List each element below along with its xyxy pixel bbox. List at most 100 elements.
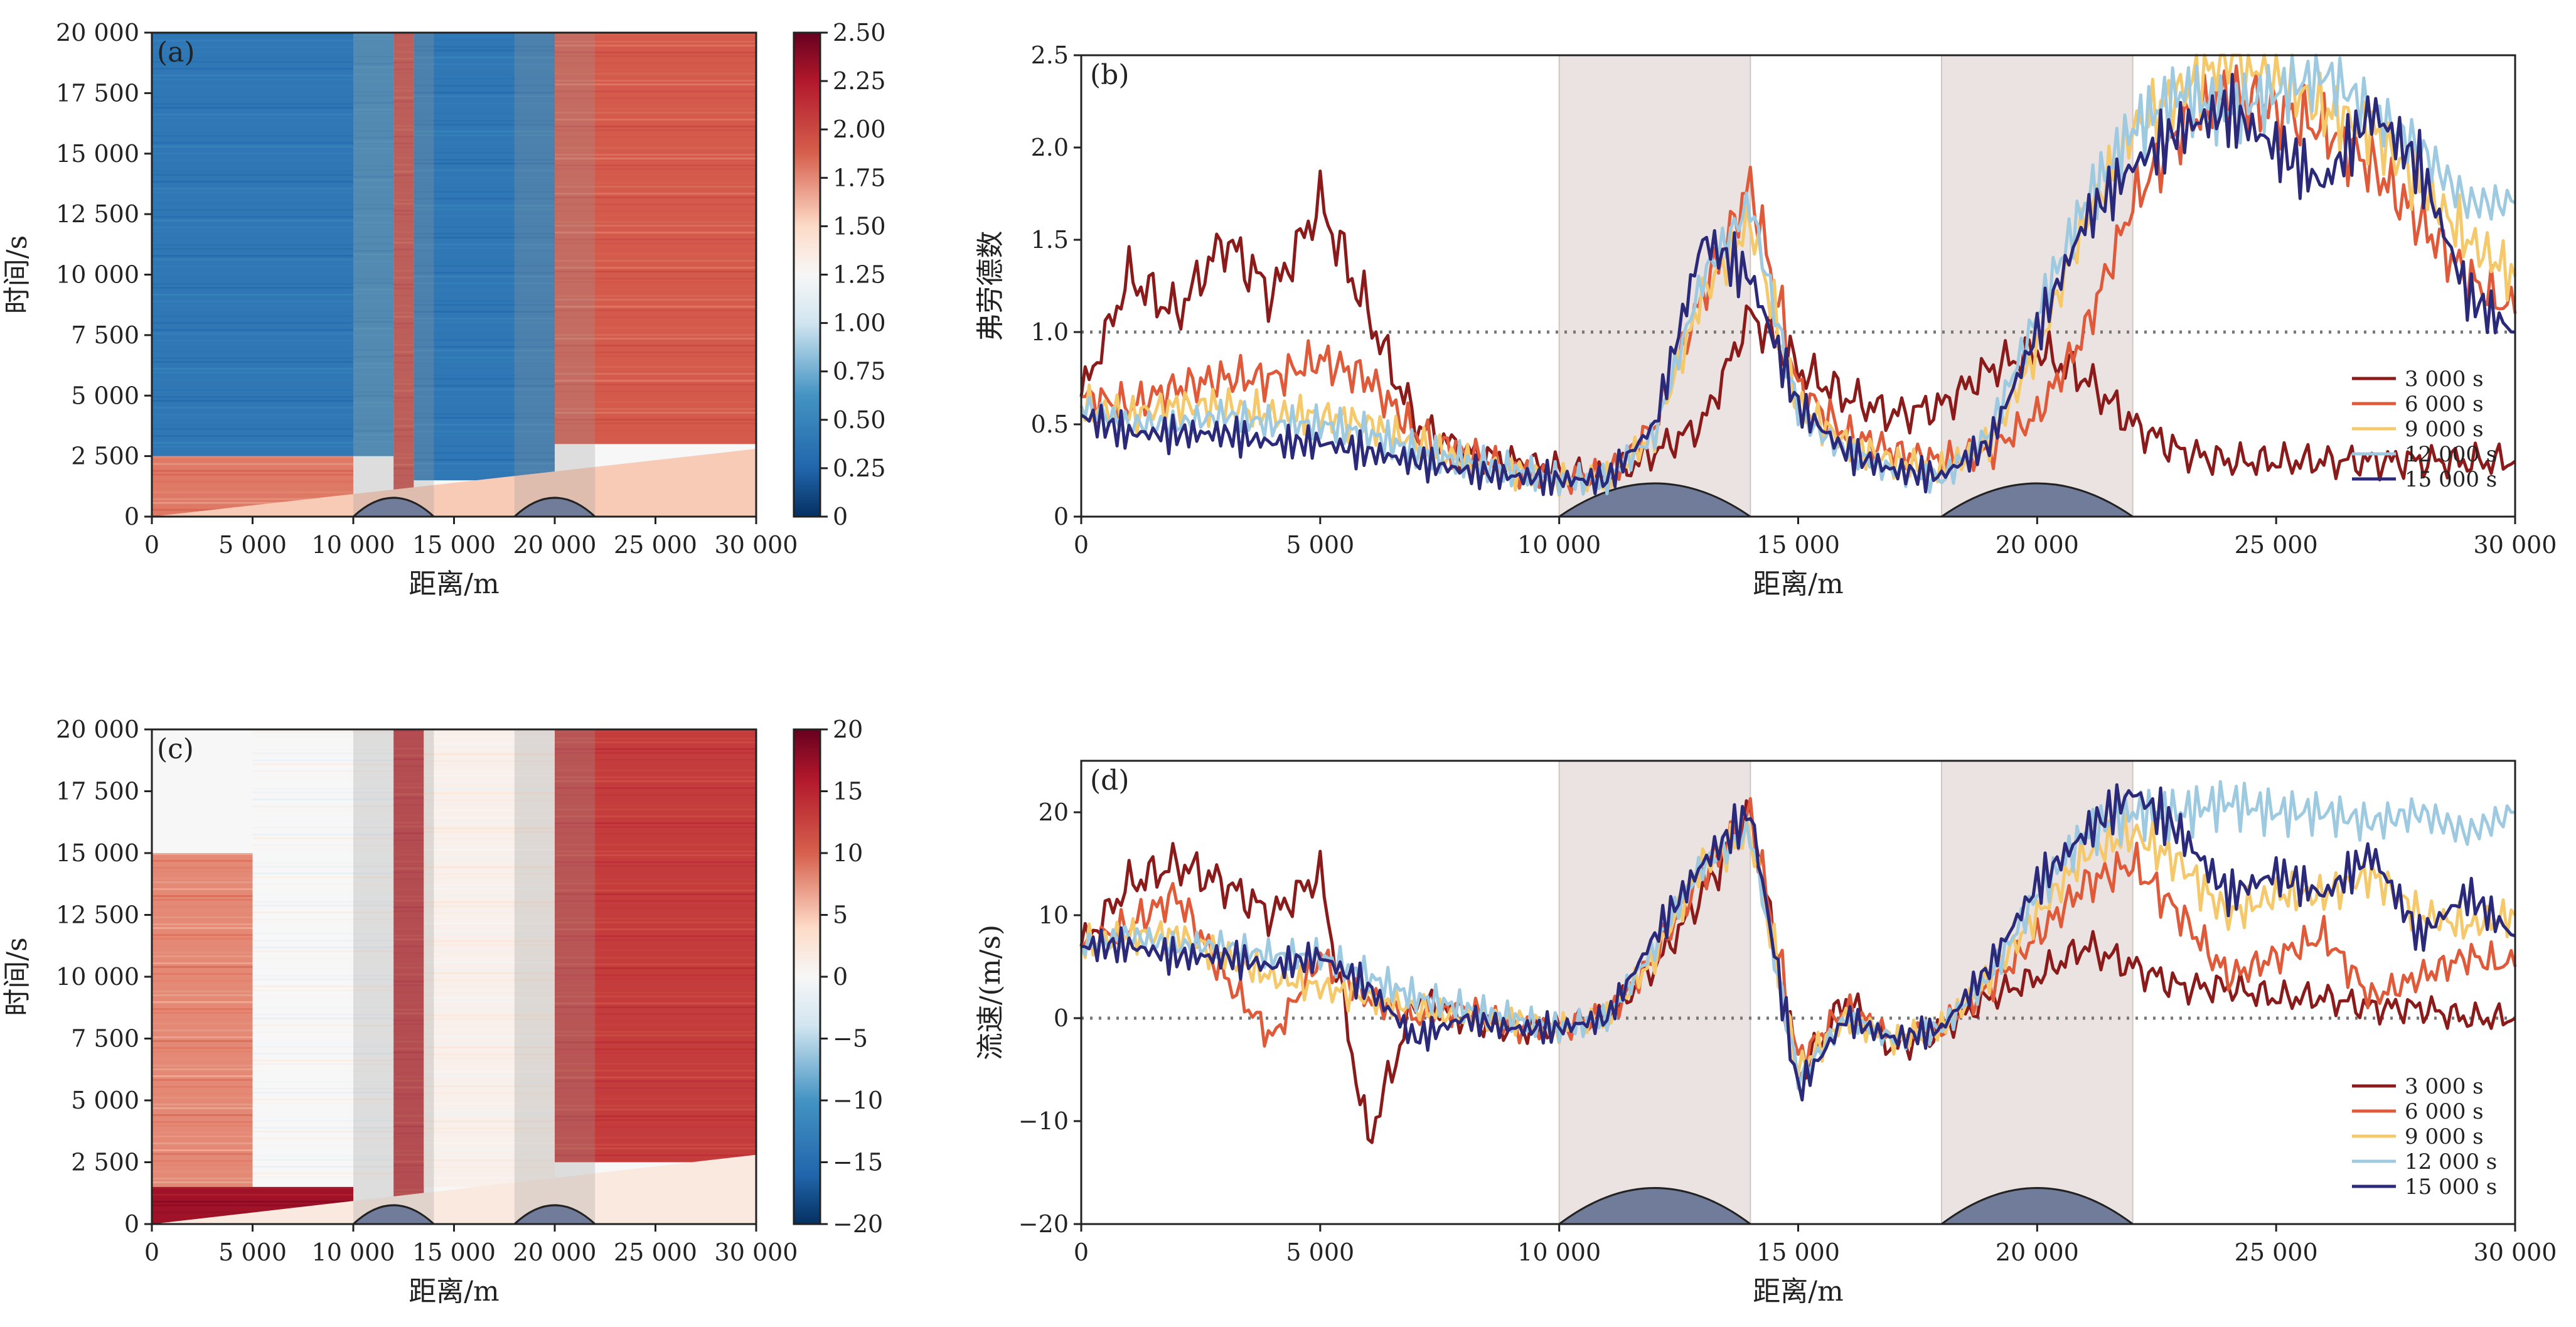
a-colorbar-tick-label: 0: [833, 503, 848, 530]
c-heatmap-streak: [152, 910, 253, 911]
a-heatmap-streak: [393, 277, 414, 279]
d-ytick-label: −20: [1018, 1210, 1069, 1238]
c-heatmap-streak: [424, 838, 555, 840]
a-heatmap-streak: [152, 417, 353, 419]
c-heatmap-streak: [393, 1087, 424, 1088]
a-ytick-label: 15 000: [56, 140, 139, 168]
c-xtick-label: 15 000: [412, 1238, 496, 1266]
c-heatmap-streak: [424, 986, 555, 988]
a-heatmap-streak: [555, 345, 756, 347]
a-heatmap-streak: [555, 253, 756, 255]
a-heatmap-streak: [393, 259, 414, 261]
a-heatmap-streak: [353, 176, 394, 178]
c-heatmap-streak: [152, 1171, 253, 1173]
a-heatmap-streak: [152, 414, 353, 416]
c-heatmap-streak: [252, 844, 394, 846]
c-heatmap-streak: [555, 854, 756, 856]
c-heatmap-streak: [555, 967, 756, 969]
c-heatmap-streak: [393, 793, 424, 795]
a-heatmap-streak: [353, 264, 394, 266]
a-heatmap-streak: [393, 411, 414, 413]
a-heatmap-streak: [414, 441, 555, 443]
a-heatmap-streak: [555, 352, 756, 353]
c-heatmap-streak: [393, 938, 424, 940]
a-heatmap-streak: [353, 373, 394, 375]
a-heatmap-streak: [393, 425, 414, 427]
c-heatmap-streak: [252, 770, 394, 772]
a-heatmap-streak: [353, 338, 394, 340]
c-heatmap-streak: [252, 798, 394, 800]
c-heatmap-streak: [424, 930, 555, 932]
a-heatmap-streak: [393, 175, 414, 176]
a-heatmap-streak: [152, 283, 353, 285]
a-colorbar-tick-label: 0.75: [833, 358, 886, 385]
a-heatmap-streak: [353, 158, 394, 160]
a-heatmap-streak: [393, 418, 414, 420]
a-heatmap-streak: [555, 108, 756, 110]
c-ytick-label: 2 500: [71, 1149, 139, 1176]
a-heatmap-streak: [555, 34, 756, 36]
c-heatmap-streak: [555, 844, 756, 846]
a-heatmap-streak: [353, 349, 394, 351]
c-heatmap-streak: [393, 1069, 424, 1071]
a-heatmap-streak: [393, 362, 414, 363]
a-ytick-label: 7 500: [71, 321, 139, 349]
a-heatmap-streak: [353, 137, 394, 139]
c-heatmap-streak: [252, 1155, 394, 1157]
a-heatmap-streak: [555, 436, 756, 438]
c-xtick-label: 5 000: [218, 1238, 287, 1266]
c-colorbar-tick-label: −5: [833, 1025, 868, 1053]
a-heatmap-streak: [353, 35, 394, 36]
a-heatmap-streak: [152, 480, 353, 483]
c-heatmap-streak: [424, 888, 555, 889]
c-heatmap-streak: [555, 1147, 756, 1149]
a-heatmap-streak: [353, 215, 394, 217]
c-heatmap-streak: [252, 922, 394, 924]
a-heatmap-streak: [353, 271, 394, 273]
c-heatmap-streak: [424, 1177, 555, 1179]
c-heatmap-streak: [424, 1057, 555, 1059]
c-heatmap-streak: [555, 1013, 756, 1015]
c-heatmap-streak: [555, 1144, 756, 1146]
c-heatmap-streak: [555, 766, 756, 768]
b-series-line: [1079, 53, 2516, 497]
a-heatmap-streak: [353, 293, 394, 294]
a-heatmap-streak: [414, 311, 555, 313]
c-heatmap-streak: [424, 1025, 555, 1027]
c-heatmap-streak: [152, 899, 253, 901]
c-heatmap-streak: [152, 1001, 253, 1003]
a-heatmap-streak: [152, 407, 353, 409]
a-heatmap-streak: [414, 198, 555, 200]
d-legend-label: 15 000 s: [2405, 1174, 2497, 1200]
c-ytick-label: 20 000: [56, 716, 139, 743]
c-heatmap-streak: [252, 1053, 394, 1055]
a-heatmap-streak: [393, 294, 414, 296]
c-heatmap-streak: [152, 927, 253, 929]
c-heatmap-streak: [393, 1097, 424, 1099]
a-heatmap-streak: [414, 328, 555, 330]
c-heatmap-streak: [555, 1098, 756, 1100]
a-heatmap-streak: [555, 366, 756, 368]
a-heatmap-streak: [393, 238, 414, 240]
c-heatmap-streak: [555, 964, 756, 965]
a-heatmap-streak: [555, 327, 756, 329]
a-heatmap-streak: [353, 38, 394, 40]
d-panel-label: (d): [1090, 765, 1130, 797]
c-heatmap-cells: [152, 729, 756, 1224]
a-heatmap-streak: [393, 287, 414, 289]
c-hills: [351, 1204, 598, 1225]
c-heatmap-streak: [393, 741, 424, 743]
a-heatmap-streak: [555, 196, 756, 198]
a-heatmap-streak: [414, 39, 555, 41]
d-xtick-label: 5 000: [1286, 1238, 1354, 1266]
c-heatmap-streak: [424, 1149, 555, 1151]
c-heatmap-streak: [393, 755, 424, 756]
a-heatmap-streak: [555, 249, 756, 251]
c-heatmap-streak: [252, 901, 394, 903]
c-heatmap-streak: [424, 1166, 555, 1168]
b-ytick-label: 0: [1054, 503, 1069, 530]
c-heatmap-streak: [252, 1024, 394, 1026]
a-heatmap-streak: [152, 276, 353, 278]
c-heatmap-streak: [393, 935, 424, 937]
c-heatmap-streak: [555, 861, 756, 863]
